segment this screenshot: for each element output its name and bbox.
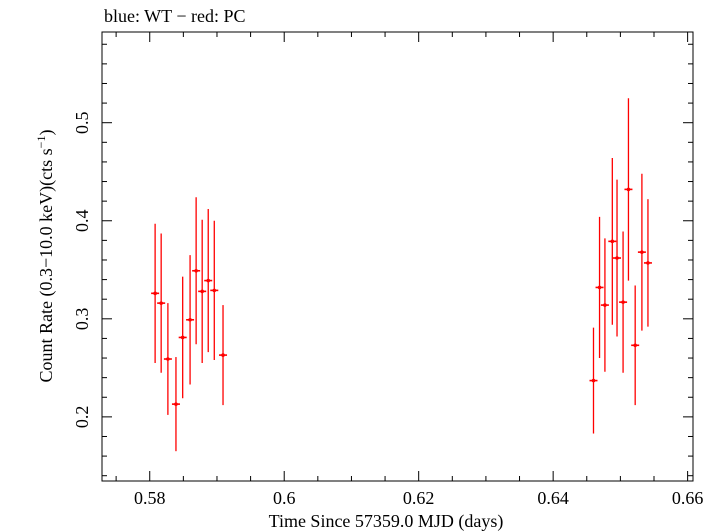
point-marker: [180, 335, 185, 340]
data-point: [619, 231, 628, 373]
data-point: [151, 223, 160, 363]
data-point: [163, 303, 172, 415]
point-marker: [166, 357, 170, 361]
point-marker: [610, 239, 615, 244]
data-point: [219, 305, 228, 406]
data-point: [631, 285, 640, 406]
point-marker: [633, 343, 637, 348]
point-marker: [194, 268, 198, 273]
point-marker: [153, 291, 157, 296]
point-marker: [200, 289, 204, 294]
x-axis-tick-labels: 0.58 0.6 0.62 0.64 0.66: [134, 488, 703, 508]
data-point: [204, 208, 213, 353]
data-series-pc: [151, 98, 652, 452]
point-marker: [597, 285, 602, 290]
point-marker: [591, 378, 596, 383]
y-axis-ticks: [102, 43, 693, 477]
point-marker: [646, 261, 650, 265]
data-point: [589, 327, 598, 434]
point-marker: [188, 317, 192, 322]
y-axis-title-exponent: −1: [34, 136, 48, 149]
x-tick-label: 0.64: [537, 488, 569, 508]
data-point: [595, 216, 604, 359]
data-point: [637, 173, 646, 331]
point-marker: [626, 187, 631, 192]
plot-frame: [101, 31, 694, 482]
x-axis-ticks: [115, 32, 689, 481]
y-tick-label: 0.5: [72, 111, 92, 134]
data-point: [210, 220, 219, 360]
y-tick-label: 0.4: [72, 210, 92, 233]
y-tick-label: 0.3: [72, 308, 92, 331]
point-marker: [206, 278, 211, 283]
point-marker: [615, 256, 619, 260]
point-marker: [603, 303, 607, 307]
x-tick-label: 0.58: [134, 488, 166, 508]
point-marker: [174, 402, 178, 406]
data-point: [643, 199, 652, 327]
x-axis-title: Time Since 57359.0 MJD (days): [269, 511, 504, 532]
x-tick-label: 0.62: [403, 488, 435, 508]
data-point: [624, 98, 633, 281]
point-marker: [159, 301, 163, 305]
data-point: [198, 219, 207, 363]
data-point: [178, 276, 187, 399]
x-tick-label: 0.6: [273, 488, 296, 508]
chart-title: blue: WT − red: PC: [104, 6, 245, 26]
x-tick-label: 0.66: [672, 488, 704, 508]
data-point: [613, 179, 622, 337]
point-marker: [621, 300, 625, 304]
point-marker: [212, 288, 217, 293]
y-axis-title-close: ): [36, 130, 57, 136]
data-point: [157, 233, 166, 373]
data-point: [600, 238, 609, 372]
y-axis-title-main: Count Rate (0.3−10.0 keV)(cts s: [36, 148, 57, 382]
data-point: [192, 197, 201, 345]
data-point: [186, 255, 195, 385]
point-marker: [640, 250, 644, 254]
data-point: [608, 158, 617, 325]
y-axis-tick-labels: 0.2 0.3 0.4 0.5: [72, 111, 92, 428]
data-point: [171, 357, 180, 452]
y-axis-title: Count Rate (0.3−10.0 keV)(cts s−1): [34, 130, 57, 383]
point-marker: [221, 353, 225, 357]
y-tick-label: 0.2: [72, 406, 92, 429]
